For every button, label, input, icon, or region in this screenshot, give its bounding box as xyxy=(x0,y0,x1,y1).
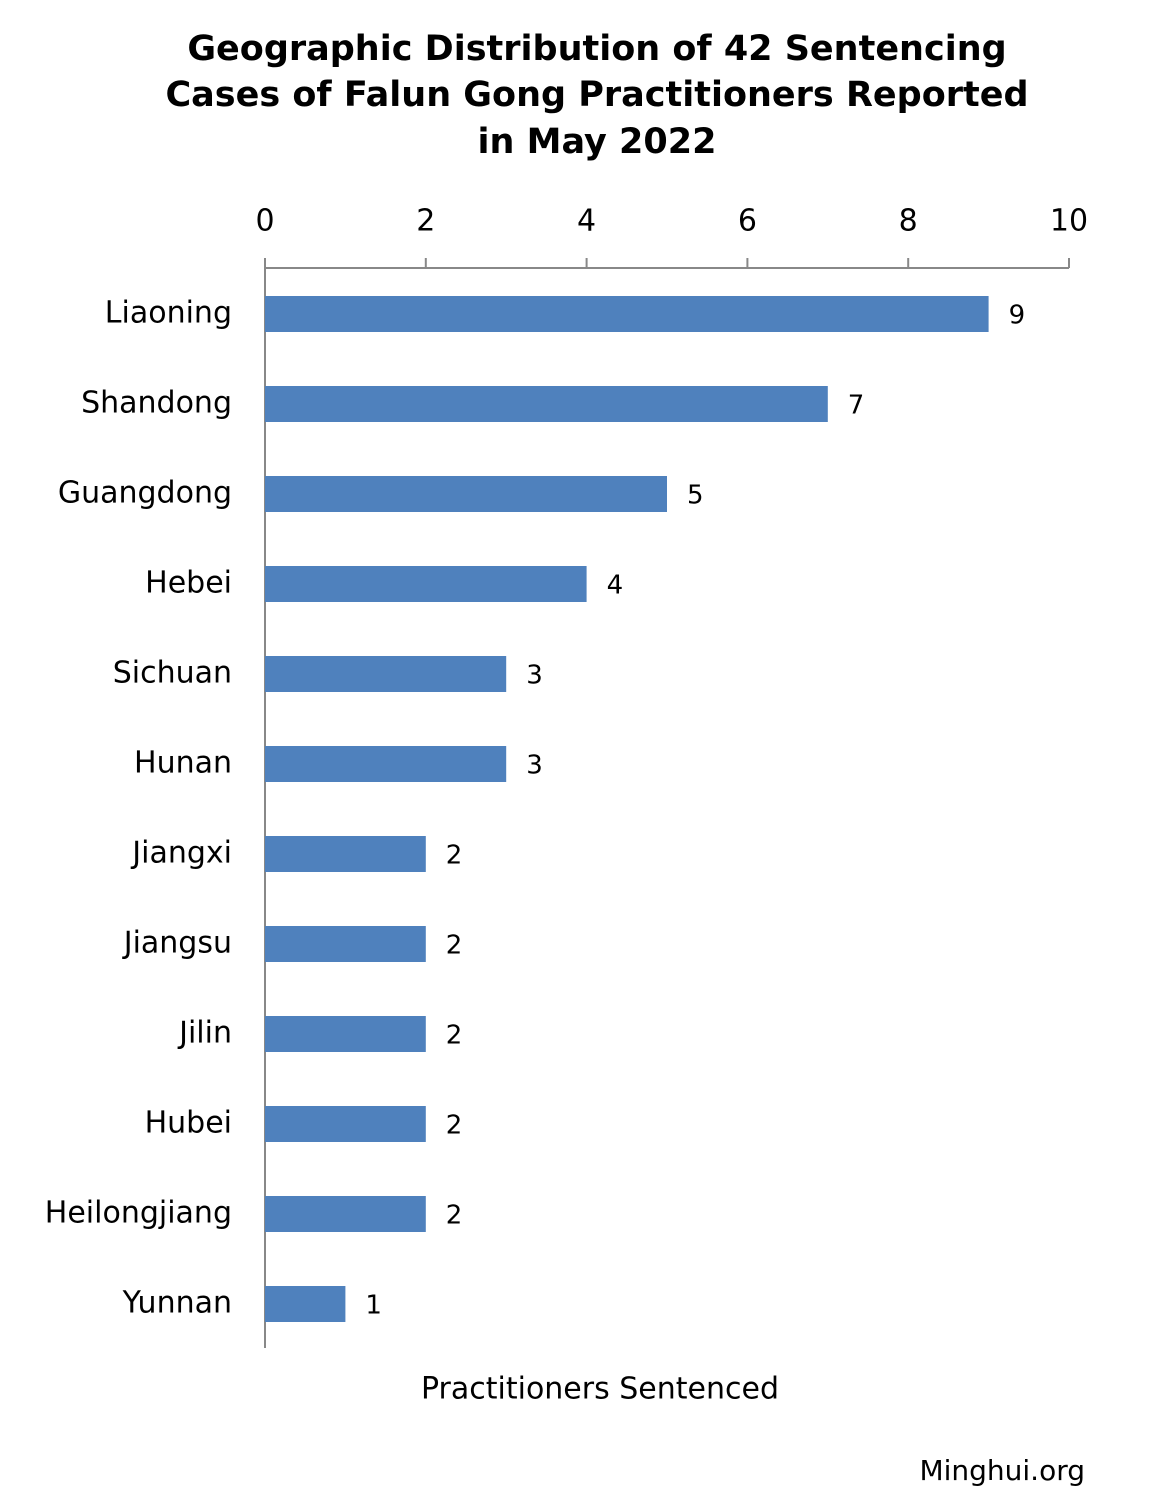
y-tick-label: Liaoning xyxy=(105,296,232,331)
y-tick-label: Hebei xyxy=(145,566,232,601)
value-label: 2 xyxy=(446,1111,463,1141)
value-label: 1 xyxy=(365,1291,382,1321)
bar xyxy=(265,1196,426,1232)
bar xyxy=(265,386,828,422)
chart-title: Geographic Distribution of 42 Sentencing xyxy=(187,29,1006,69)
chart-title: Cases of Falun Gong Practitioners Report… xyxy=(165,75,1028,115)
y-tick-label: Hunan xyxy=(134,746,232,781)
bar xyxy=(265,1016,426,1052)
y-tick-label: Heilongjiang xyxy=(45,1196,232,1231)
y-tick-label: Jiangxi xyxy=(130,836,232,871)
y-tick-label: Yunnan xyxy=(122,1286,232,1321)
bar xyxy=(265,476,667,512)
bar xyxy=(265,926,426,962)
bar xyxy=(265,1106,426,1142)
value-label: 3 xyxy=(526,751,543,781)
value-label: 2 xyxy=(446,1201,463,1231)
bar xyxy=(265,836,426,872)
value-label: 3 xyxy=(526,661,543,691)
chart-title: in May 2022 xyxy=(478,122,717,162)
bar xyxy=(265,296,989,332)
x-tick-label: 0 xyxy=(255,204,274,239)
y-tick-label: Hubei xyxy=(145,1106,232,1141)
value-label: 2 xyxy=(446,841,463,871)
y-tick-label: Jiangsu xyxy=(122,926,232,961)
x-tick-label: 6 xyxy=(738,204,757,239)
x-tick-label: 4 xyxy=(577,204,596,239)
y-tick-label: Jilin xyxy=(177,1016,232,1051)
value-label: 9 xyxy=(1009,301,1026,331)
value-label: 7 xyxy=(848,391,865,421)
x-tick-label: 2 xyxy=(416,204,435,239)
y-tick-label: Sichuan xyxy=(113,656,232,691)
value-label: 2 xyxy=(446,1021,463,1051)
bar xyxy=(265,1286,346,1322)
x-axis-label: Practitioners Sentenced xyxy=(421,1372,779,1407)
source: Minghui.org xyxy=(919,1454,1085,1487)
x-tick-label: 8 xyxy=(899,204,918,239)
x-tick-label: 10 xyxy=(1050,204,1088,239)
value-label: 4 xyxy=(607,571,624,601)
y-tick-label: Shandong xyxy=(81,386,232,421)
value-label: 2 xyxy=(446,931,463,961)
y-tick-label: Guangdong xyxy=(58,476,232,511)
bar xyxy=(265,656,507,692)
value-label: 5 xyxy=(687,481,704,511)
bar xyxy=(265,746,507,782)
bar xyxy=(265,566,587,602)
